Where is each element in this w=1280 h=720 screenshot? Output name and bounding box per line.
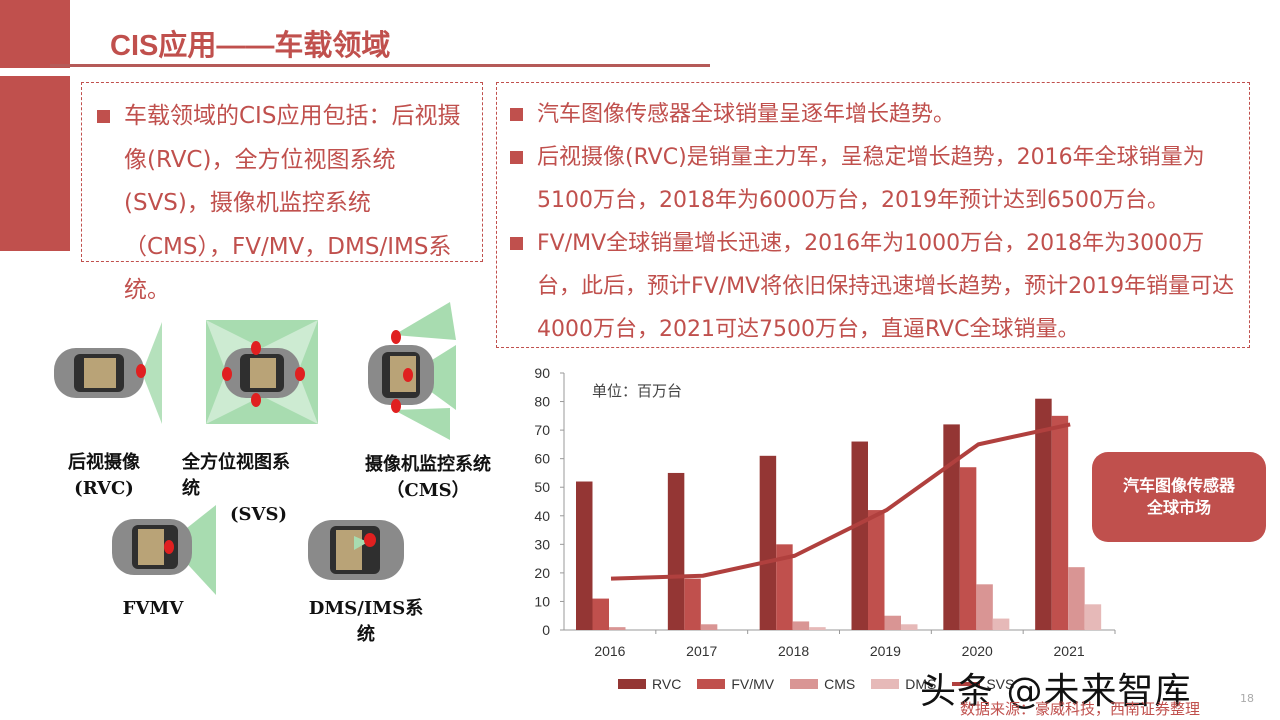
rvc-car-diagram [54, 322, 162, 424]
svs-label: 全方位视图系统 (SVS) [182, 452, 290, 525]
bullet-square-icon [510, 108, 523, 121]
legend-dms: DMS [871, 676, 936, 692]
page-number: 18 [1240, 692, 1254, 705]
chart-legend: RVC FV/MV CMS DMS SVS [618, 676, 1014, 692]
svg-text:20: 20 [534, 565, 550, 581]
svg-text:70: 70 [534, 422, 550, 438]
svg-text:80: 80 [534, 394, 550, 410]
legend-rvc: RVC [618, 676, 681, 692]
bullet-text: 汽车图像传感器全球销量呈逐年增长趋势。 [537, 102, 956, 127]
dms-ims-car-diagram [308, 520, 404, 580]
svg-text:2018: 2018 [778, 643, 809, 659]
svg-text:50: 50 [534, 479, 550, 495]
data-source: 数据来源：豪威科技，西南证券整理 [960, 700, 1201, 718]
svg-text:60: 60 [534, 451, 550, 467]
bullet-text: 后视摄像(RVC)是销量主力军，呈稳定增长趋势，2016年全球销量为5100万台… [537, 145, 1205, 213]
bullet-square-icon [510, 237, 523, 250]
legend-cms: CMS [790, 676, 855, 692]
right-text-box: 汽车图像传感器全球销量呈逐年增长趋势。 后视摄像(RVC)是销量主力军，呈稳定增… [496, 82, 1250, 348]
legend-svs: SVS [952, 676, 1014, 692]
title-underline [50, 64, 710, 67]
svg-text:0: 0 [542, 622, 550, 638]
sidebar-accent-middle [0, 76, 70, 251]
bullet-item: 车载领域的CIS应用包括：后视摄像(RVC)，全方位视图系统(SVS)，摄像机监… [94, 95, 472, 313]
slide-title: CIS应用——车载领域 [110, 30, 391, 62]
svg-text:2016: 2016 [594, 643, 625, 659]
svg-text:10: 10 [534, 593, 550, 609]
svg-text:2017: 2017 [686, 643, 717, 659]
left-text-box: 车载领域的CIS应用包括：后视摄像(RVC)，全方位视图系统(SVS)，摄像机监… [81, 82, 483, 303]
dms-ims-label: DMS/IMS系统 [308, 598, 424, 645]
svg-text:90: 90 [534, 365, 550, 381]
watermark: 头条 @未来智库 [920, 671, 1192, 712]
rvc-label: 后视摄像 (RVC) [68, 452, 140, 499]
svs-car-diagram [206, 320, 318, 424]
sidebar-accent-top [0, 0, 70, 68]
cms-label: 摄像机监控系统 （CMS） [365, 454, 491, 501]
svg-text:2019: 2019 [870, 643, 901, 659]
bullet-item: 汽车图像传感器全球销量呈逐年增长趋势。 [507, 93, 1239, 136]
svg-text:40: 40 [534, 508, 550, 524]
svg-text:单位：百万台: 单位：百万台 [592, 382, 682, 400]
fvmv-label: FVMV [122, 598, 184, 619]
bullet-text: FV/MV全球销量增长迅速，2016年为1000万台，2018年为3000万台，… [537, 231, 1235, 342]
bullet-text: 车载领域的CIS应用包括：后视摄像(RVC)，全方位视图系统(SVS)，摄像机监… [124, 103, 461, 303]
bullet-square-icon [97, 110, 110, 123]
fvmv-car-diagram [112, 505, 216, 595]
bullet-item: FV/MV全球销量增长迅速，2016年为1000万台，2018年为3000万台，… [507, 222, 1239, 351]
bullet-square-icon [510, 151, 523, 164]
cms-car-diagram [368, 302, 456, 440]
legend-fvmv: FV/MV [697, 676, 774, 692]
market-badge: 汽车图像传感器 全球市场 [1092, 452, 1266, 542]
badge-line1: 汽车图像传感器 [1122, 476, 1235, 495]
bullet-item: 后视摄像(RVC)是销量主力军，呈稳定增长趋势，2016年全球销量为5100万台… [507, 136, 1239, 222]
svg-text:30: 30 [534, 536, 550, 552]
sensor-sales-chart: 0 10 20 30 40 50 60 70 80 90 单位：百万台 2016 2017 2018 201… [534, 365, 1116, 659]
svg-text:2021: 2021 [1054, 643, 1085, 659]
svg-text:2020: 2020 [962, 643, 993, 659]
badge-line2: 全球市场 [1146, 498, 1211, 517]
